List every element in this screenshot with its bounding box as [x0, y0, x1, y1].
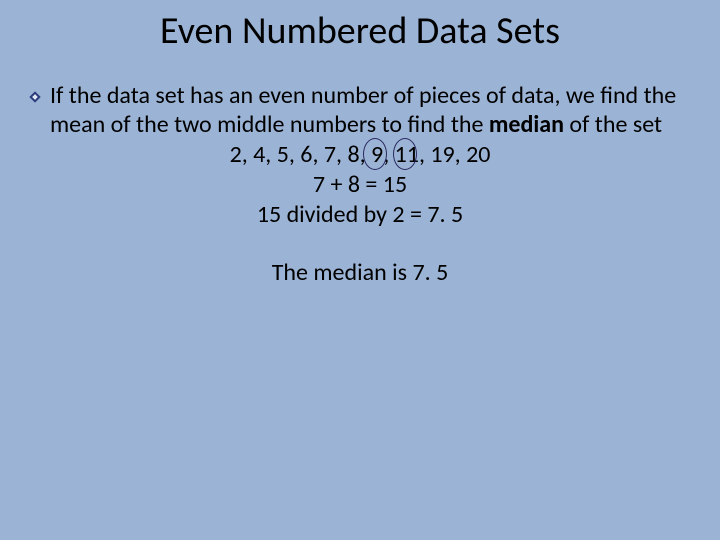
- division-line: 15 divided by 2 = 7. 5: [28, 200, 692, 230]
- paragraph-bold: median: [489, 110, 564, 139]
- sum-line: 7 + 8 = 15: [28, 170, 692, 200]
- content-area: If the data set has an even number of pi…: [0, 82, 720, 287]
- data-set-line: 2, 4, 5, 6, 7, 8, 9, 11, 19, 20: [28, 140, 692, 170]
- explanation-paragraph: If the data set has an even number of pi…: [50, 82, 692, 140]
- data-set-wrap: 2, 4, 5, 6, 7, 8, 9, 11, 19, 20: [230, 140, 491, 170]
- page-title: Even Numbered Data Sets: [0, 0, 720, 82]
- paragraph-part-2: of the set: [564, 110, 662, 139]
- result-line: The median is 7. 5: [28, 258, 692, 287]
- data-set-text: 2, 4, 5, 6, 7, 8, 9, 11, 19, 20: [230, 140, 491, 169]
- bullet-item: If the data set has an even number of pi…: [28, 82, 692, 140]
- diamond-bullet-icon: [28, 90, 42, 109]
